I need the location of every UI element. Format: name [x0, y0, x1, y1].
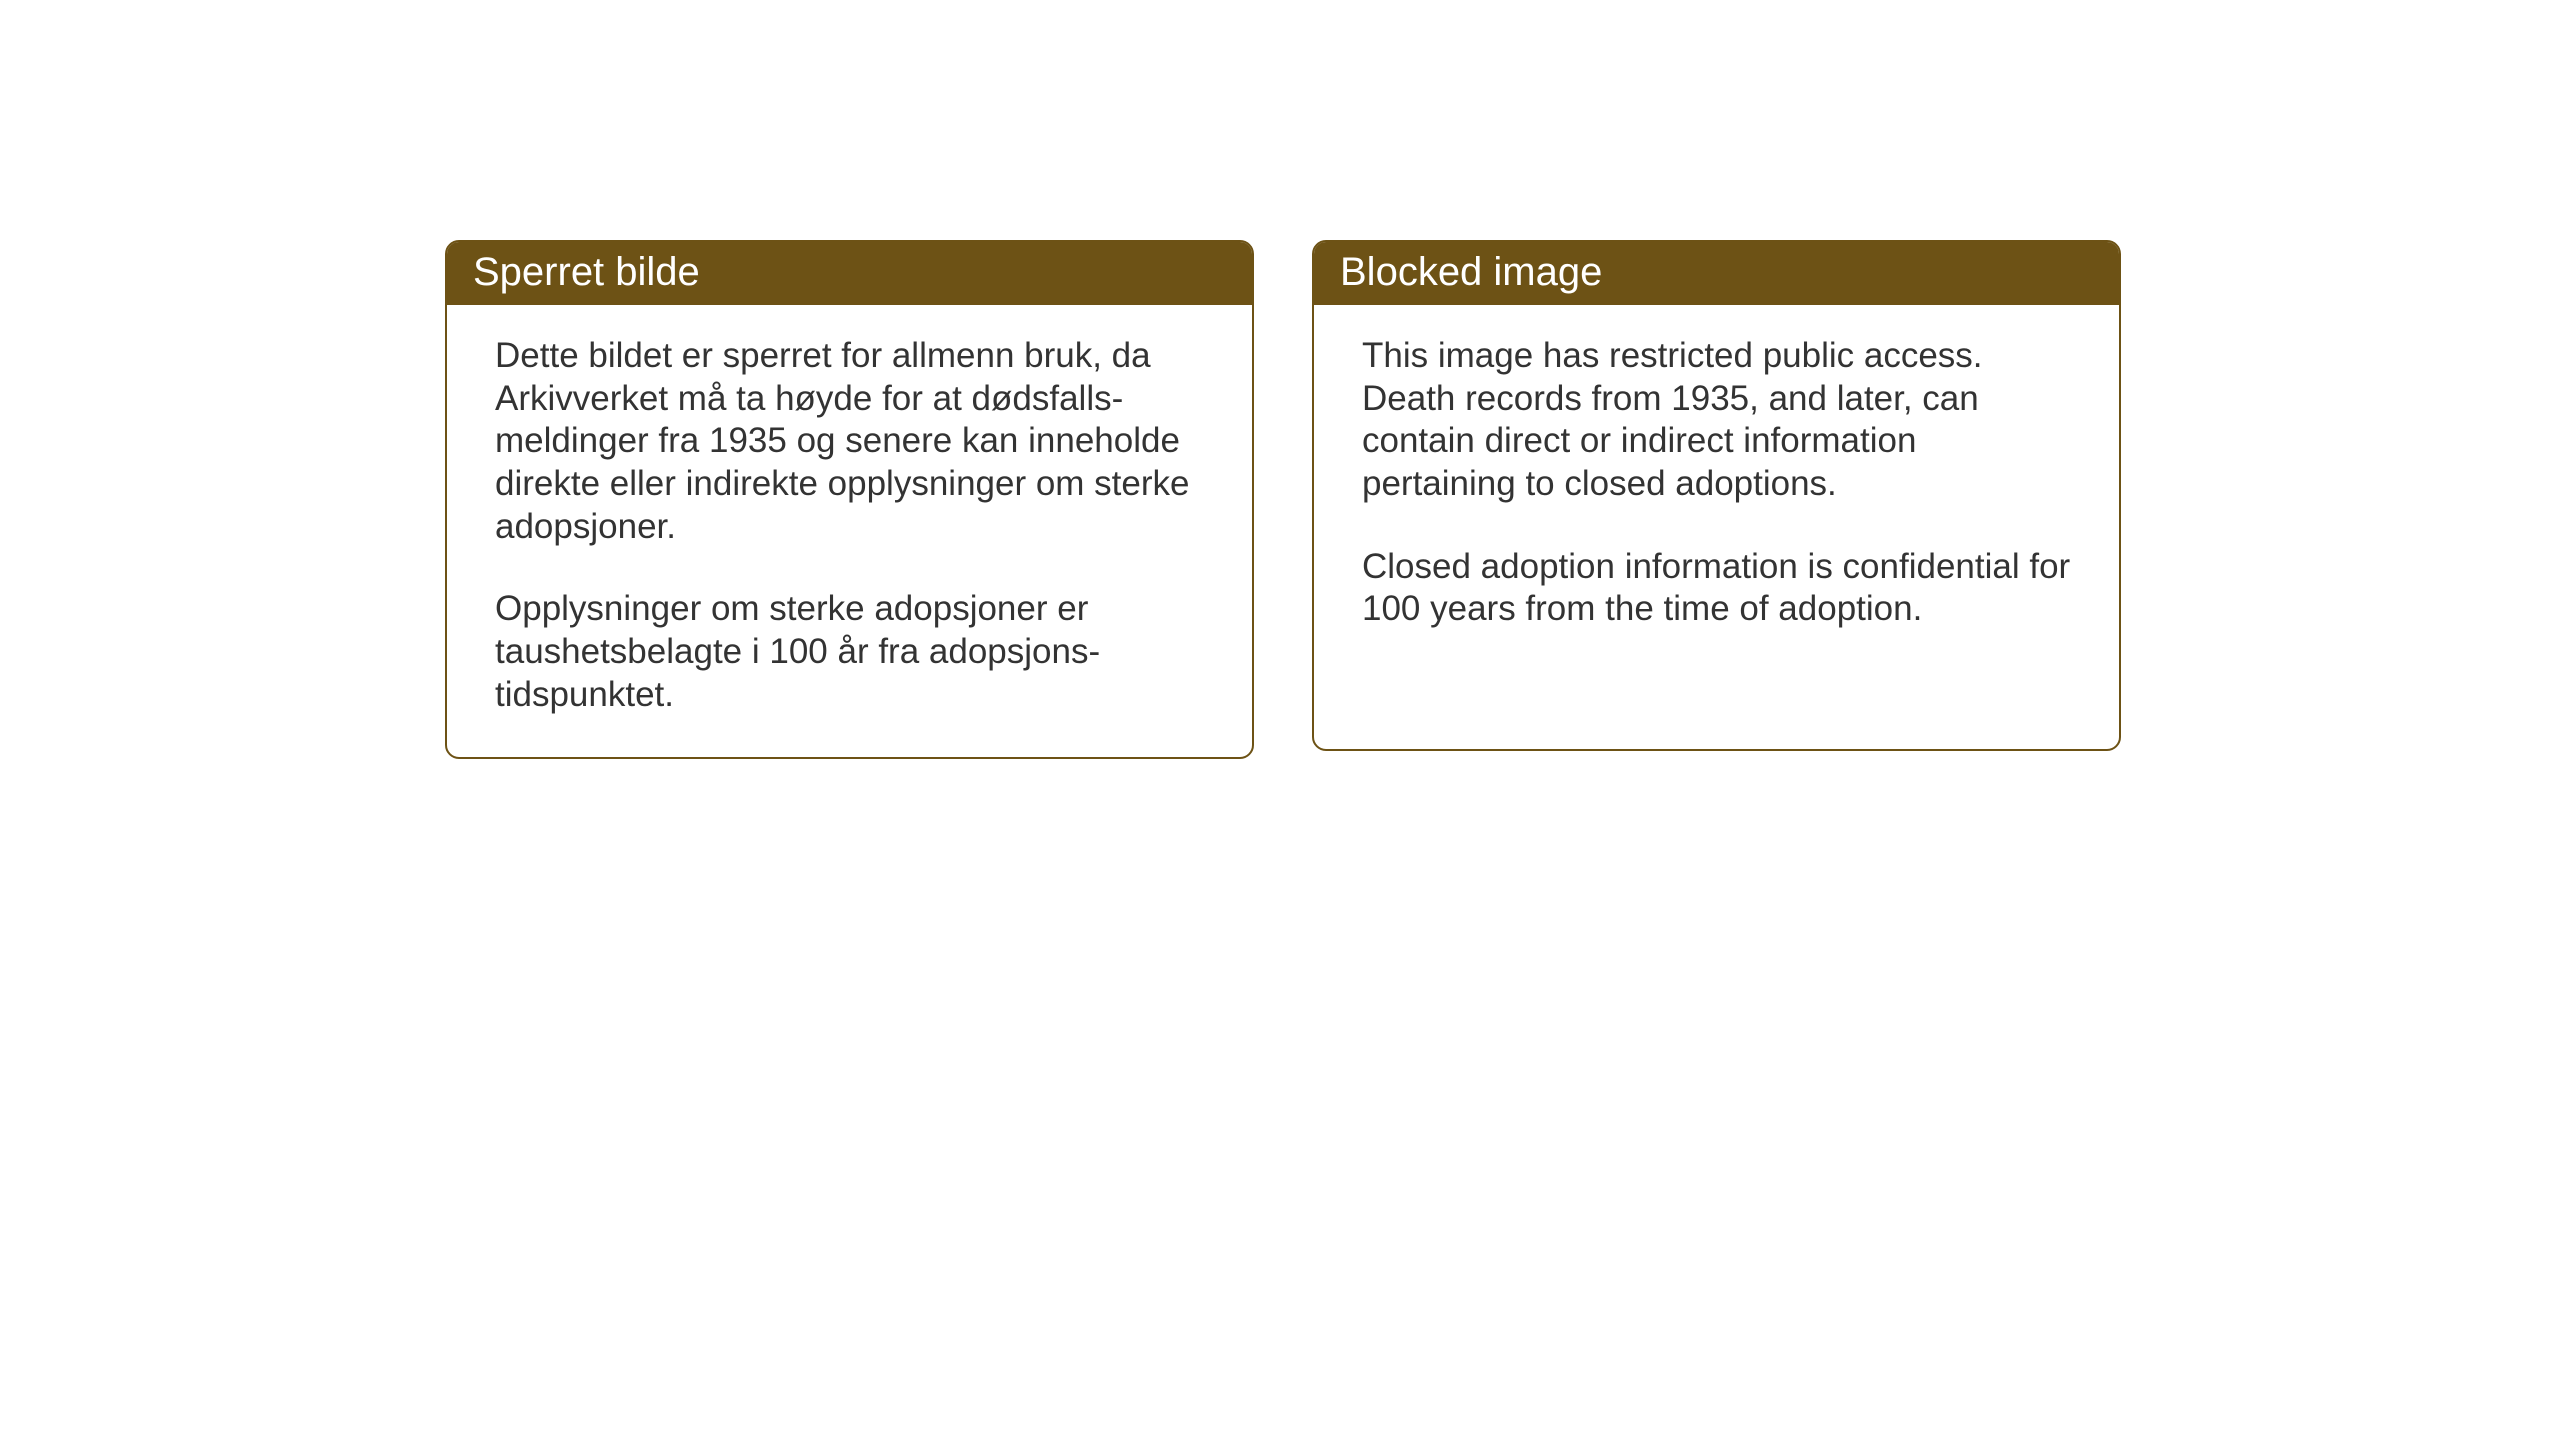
card-paragraph: Closed adoption information is confident… [1362, 546, 2071, 631]
cards-container: Sperret bilde Dette bildet er sperret fo… [445, 240, 2121, 759]
card-norwegian: Sperret bilde Dette bildet er sperret fo… [445, 240, 1254, 759]
card-body-english: This image has restricted public access.… [1314, 305, 2119, 671]
card-body-norwegian: Dette bildet er sperret for allmenn bruk… [447, 305, 1252, 757]
card-header-english: Blocked image [1314, 242, 2119, 305]
card-header-norwegian: Sperret bilde [447, 242, 1252, 305]
card-paragraph: Opplysninger om sterke adopsjoner er tau… [495, 588, 1204, 716]
card-paragraph: Dette bildet er sperret for allmenn bruk… [495, 335, 1204, 548]
card-english: Blocked image This image has restricted … [1312, 240, 2121, 751]
card-paragraph: This image has restricted public access.… [1362, 335, 2071, 506]
